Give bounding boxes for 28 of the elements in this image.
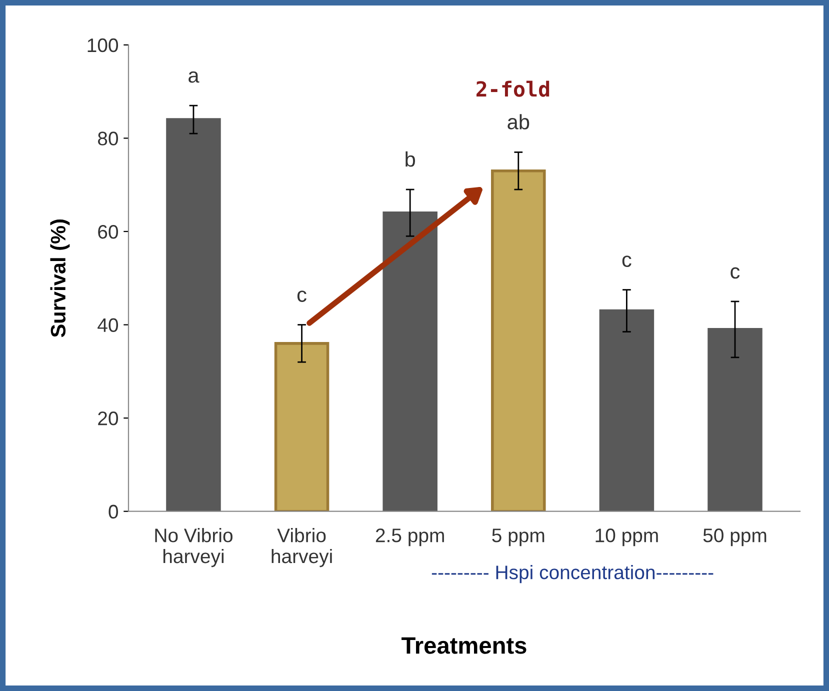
y-axis-title: Survival (%)	[50, 220, 70, 338]
annotation: a	[188, 71, 200, 83]
annotation: 2-fold	[476, 80, 550, 97]
y-tick-label: 60	[98, 224, 118, 239]
y-tick-label: 40	[98, 318, 118, 332]
x-tick-label: 10 ppm	[596, 528, 658, 546]
annotation: c	[297, 290, 306, 302]
bar	[599, 309, 654, 512]
x-tick-label: 2.5 ppm	[376, 528, 444, 546]
y-tick-label: 0	[108, 504, 118, 519]
x-tick-label: No Vibrio harveyi	[155, 528, 232, 568]
bar	[708, 328, 762, 512]
text: --------- Hspi concentration---------	[432, 564, 714, 584]
annotation: c	[730, 267, 740, 279]
annotation: b	[406, 151, 416, 167]
x-tick-label: 5 ppm	[492, 528, 544, 546]
bar	[166, 118, 221, 512]
x-tick-label: Vibrio harveyi	[272, 528, 332, 568]
x-tick-label: 50 ppm	[703, 528, 766, 546]
annotation: ab	[508, 114, 530, 130]
bar	[382, 211, 438, 512]
bar	[491, 169, 546, 512]
bar	[274, 342, 330, 512]
x-axis-title: Treatments	[402, 637, 526, 654]
y-tick-label: 20	[98, 412, 118, 426]
y-tick-label: 100	[88, 38, 118, 52]
annotation: c	[622, 256, 632, 268]
y-tick-label: 80	[98, 132, 118, 146]
